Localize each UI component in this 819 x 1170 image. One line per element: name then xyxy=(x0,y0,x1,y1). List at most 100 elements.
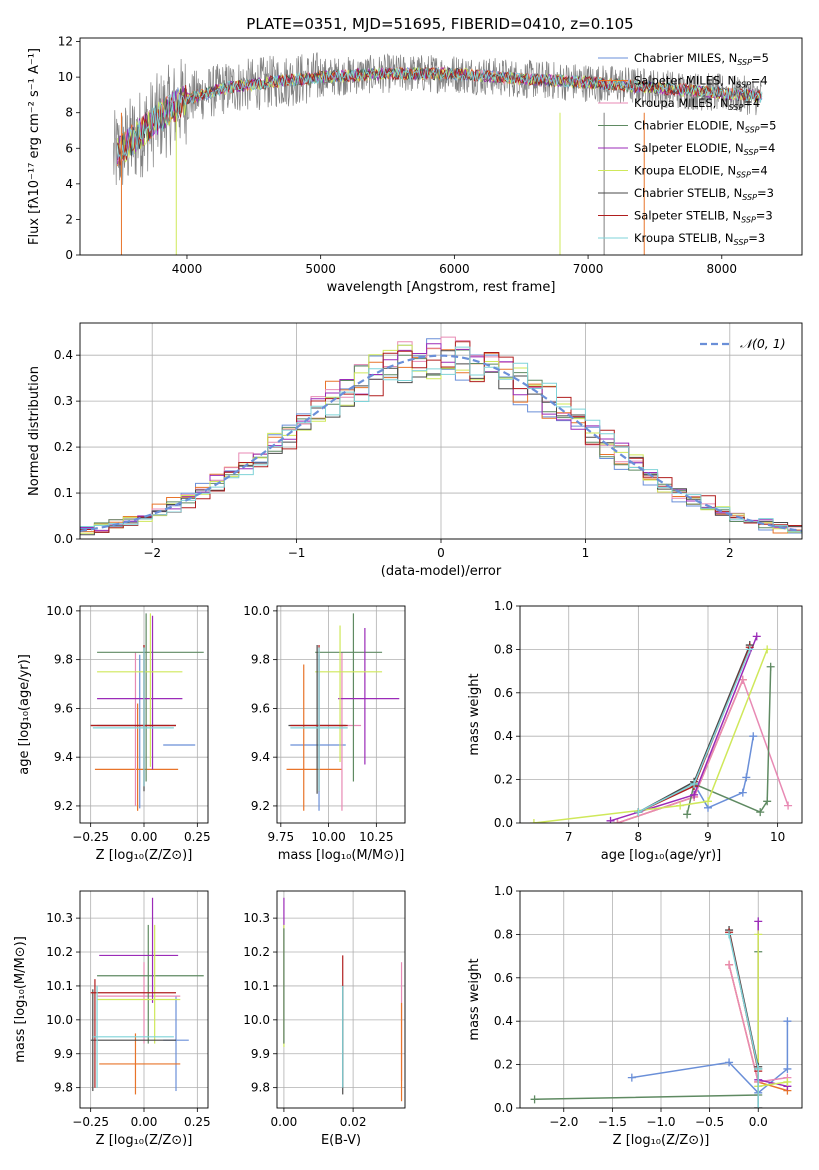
residuals-step-2 xyxy=(80,336,802,532)
spectrum-ytick-label: 6 xyxy=(65,141,73,155)
mass-vs-Z-ytick-label: 10.2 xyxy=(46,945,73,959)
mass-weight-vs-age-marker-2-3 xyxy=(784,801,793,810)
mass-weight-vs-age-marker-3-2 xyxy=(756,808,765,817)
spectrum-ytick-label: 12 xyxy=(58,35,73,49)
mass-weight-vs-age-marker-5-0 xyxy=(529,819,538,823)
mass-vs-Z-ylabel: mass [log₁₀(M/M⊙)] xyxy=(13,936,28,1063)
mass-weight-vs-age-marker-5-3 xyxy=(763,645,772,654)
mass-weight-vs-age-ytick-label: 0.8 xyxy=(494,642,513,656)
mass-weight-vs-Z-series-3 xyxy=(534,951,759,1101)
mass-weight-vs-age-marker-5-1 xyxy=(676,801,685,810)
spectrum-xtick-label: 8000 xyxy=(707,262,738,276)
mass-weight-vs-Z-ytick-label: 0.2 xyxy=(494,1058,513,1072)
mass-weight-vs-age-marker-4-0 xyxy=(606,816,615,823)
mass-weight-vs-Z-ytick-label: 0.0 xyxy=(494,1101,513,1115)
residuals-hist xyxy=(80,336,802,536)
spectrum-ytick-label: 10 xyxy=(58,70,73,84)
age-vs-Z-frame xyxy=(79,605,209,824)
age-vs-Z-ylabel: age [log₁₀(age/yr)] xyxy=(17,654,32,775)
legend-label-8: Kroupa STELIB, NSSP=3 xyxy=(634,231,765,247)
age-vs-Z-ytick-label: 9.6 xyxy=(54,701,73,715)
spectrum-frame xyxy=(79,37,803,256)
mass-vs-ebv-ytick-label: 10.2 xyxy=(243,945,270,959)
mass-vs-Z-xlabel: Z [log₁₀(Z/Z⊙)] xyxy=(96,1133,193,1148)
age-vs-Z-xtick-label: −0.25 xyxy=(72,830,109,844)
mass-vs-Z-frame xyxy=(79,890,209,1109)
spectrum-xtick-label: 6000 xyxy=(439,262,470,276)
mass-vs-Z-xtick-label: −0.25 xyxy=(72,1115,109,1129)
residuals-axes: −2 −1 0 1 2 0.0 0.1 0.2 0.3 0.4 (data-model)/error… xyxy=(27,323,802,579)
mass-weight-vs-Z-xtick-label: −0.5 xyxy=(695,1115,724,1129)
mass-weight-vs-age-marker-2-0 xyxy=(613,819,622,823)
age-vs-Z-ytick-label: 10.0 xyxy=(46,604,73,618)
mass-weight-vs-Z-marker-0-3 xyxy=(783,1064,792,1073)
legend-label-4: Salpeter ELODIE, NSSP=4 xyxy=(634,141,775,157)
spectrum-ytick-label: 8 xyxy=(65,106,73,120)
mass-vs-Z-xtick-label: 0.25 xyxy=(184,1115,211,1129)
legend-label-3: Chabrier ELODIE, NSSP=5 xyxy=(634,119,776,135)
legend-label-1: Salpeter MILES, NSSP=4 xyxy=(634,74,768,90)
spectrum-data-line xyxy=(113,52,763,186)
mass-weight-vs-age-lines xyxy=(529,632,793,823)
age-vs-mass-ytick-label: 9.8 xyxy=(251,653,270,667)
residuals-xtick-label: 0 xyxy=(437,546,445,560)
residuals-xlabel: (data-model)/error xyxy=(381,564,502,579)
residuals-ytick-label: 0.3 xyxy=(54,394,73,408)
mass-weight-vs-age-marker-0-4 xyxy=(749,732,758,741)
mass-weight-vs-age-marker-0-2 xyxy=(738,788,747,797)
mass-vs-Z-ytick-label: 9.9 xyxy=(54,1047,73,1061)
spectrum-model-line-8 xyxy=(117,67,763,163)
mass-weight-vs-Z-xtick-label: 0.0 xyxy=(749,1115,768,1129)
mass-weight-vs-Z-marker-8-2 xyxy=(754,1104,763,1108)
mass-weight-vs-Z-ytick-label: 0.6 xyxy=(494,971,513,985)
residuals-ylabel: Normed distribution xyxy=(27,366,42,496)
mass-vs-Z-ytick-label: 10.1 xyxy=(46,979,73,993)
mass-weight-vs-Z-series-7 xyxy=(728,932,759,1108)
residuals-ytick-label: 0.2 xyxy=(54,440,73,454)
spectrum-xtick-label: 5000 xyxy=(305,262,336,276)
mass-weight-vs-Z-series-5 xyxy=(757,934,788,1088)
age-vs-Z-axes: −0.25 0.00 0.25 9.2 9.4 9.6 9.8 10.0 Z [log₁₀(Z/… xyxy=(17,604,211,863)
mass-weight-vs-age-marker-4-2 xyxy=(752,632,761,641)
mass-vs-ebv-ytick-label: 10.3 xyxy=(243,911,270,925)
residuals-legend-label: 𝒩(0, 1) xyxy=(740,336,786,351)
mass-weight-vs-Z-marker-5-2 xyxy=(783,1077,792,1086)
mass-vs-ebv-ytick-label: 9.8 xyxy=(251,1081,270,1095)
mass-weight-vs-age-xlabel: age [log₁₀(age/yr)] xyxy=(601,848,722,863)
age-vs-mass-xlabel: mass [log₁₀(M/M⊙)] xyxy=(278,848,405,863)
mass-weight-vs-age-marker-8-2 xyxy=(745,645,754,654)
mass-weight-vs-Z-marker-0-1 xyxy=(725,1058,734,1067)
mass-weight-vs-Z-marker-4-0 xyxy=(754,917,763,926)
mass-vs-ebv-xtick-label: 0.00 xyxy=(271,1115,298,1129)
spectrum-lines xyxy=(113,52,763,255)
mass-vs-Z-ytick-label: 9.8 xyxy=(54,1081,73,1095)
mass-weight-vs-Z-ytick-label: 0.8 xyxy=(494,927,513,941)
residuals-xtick-label: 1 xyxy=(582,546,590,560)
spectrum-ytick-label: 0 xyxy=(65,248,73,262)
mass-weight-vs-Z-ytick-label: 1.0 xyxy=(494,884,513,898)
mass-weight-vs-age-marker-5-2 xyxy=(704,797,712,806)
age-vs-mass-xtick-label: 10.25 xyxy=(359,830,393,844)
spectrum-xlabel: wavelength [Angstrom, rest frame] xyxy=(327,280,556,295)
age-vs-mass-xtick-label: 9.75 xyxy=(267,830,294,844)
mass-weight-vs-Z-marker-5-0 xyxy=(754,930,763,939)
age-vs-mass-ytick-label: 10.0 xyxy=(243,604,270,618)
mass-vs-Z-ytick-label: 10.3 xyxy=(46,911,73,925)
mass-vs-Z-axes: −0.25 0.00 0.25 9.8 9.9 10.0 10.1 10.2 10.3 Z [lo… xyxy=(13,891,211,1148)
mass-weight-vs-age-marker-8-0 xyxy=(634,808,643,817)
mass-vs-Z-points xyxy=(90,897,204,1095)
mass-weight-vs-age-ytick-label: 1.0 xyxy=(494,599,513,613)
residuals-ytick-label: 0.0 xyxy=(54,532,73,546)
age-vs-Z-ytick-label: 9.4 xyxy=(54,750,73,764)
age-vs-mass-ytick-label: 9.4 xyxy=(251,750,270,764)
age-vs-mass-ytick-label: 9.6 xyxy=(251,701,270,715)
mass-weight-vs-age-ylabel: mass weight xyxy=(467,673,482,755)
mass-weight-vs-age-ytick-label: 0.2 xyxy=(494,773,513,787)
mass-weight-vs-Z-frame xyxy=(519,890,803,1109)
spectrum-model-line-6 xyxy=(117,67,763,160)
mass-vs-ebv-ytick-label: 10.1 xyxy=(243,979,270,993)
mass-weight-vs-Z-marker-8-1 xyxy=(754,1064,763,1073)
mass-weight-vs-age-marker-4-1 xyxy=(690,790,699,799)
mass-weight-vs-age-series-4 xyxy=(610,636,758,822)
legend-label-0: Chabrier MILES, NSSP=5 xyxy=(634,51,769,67)
